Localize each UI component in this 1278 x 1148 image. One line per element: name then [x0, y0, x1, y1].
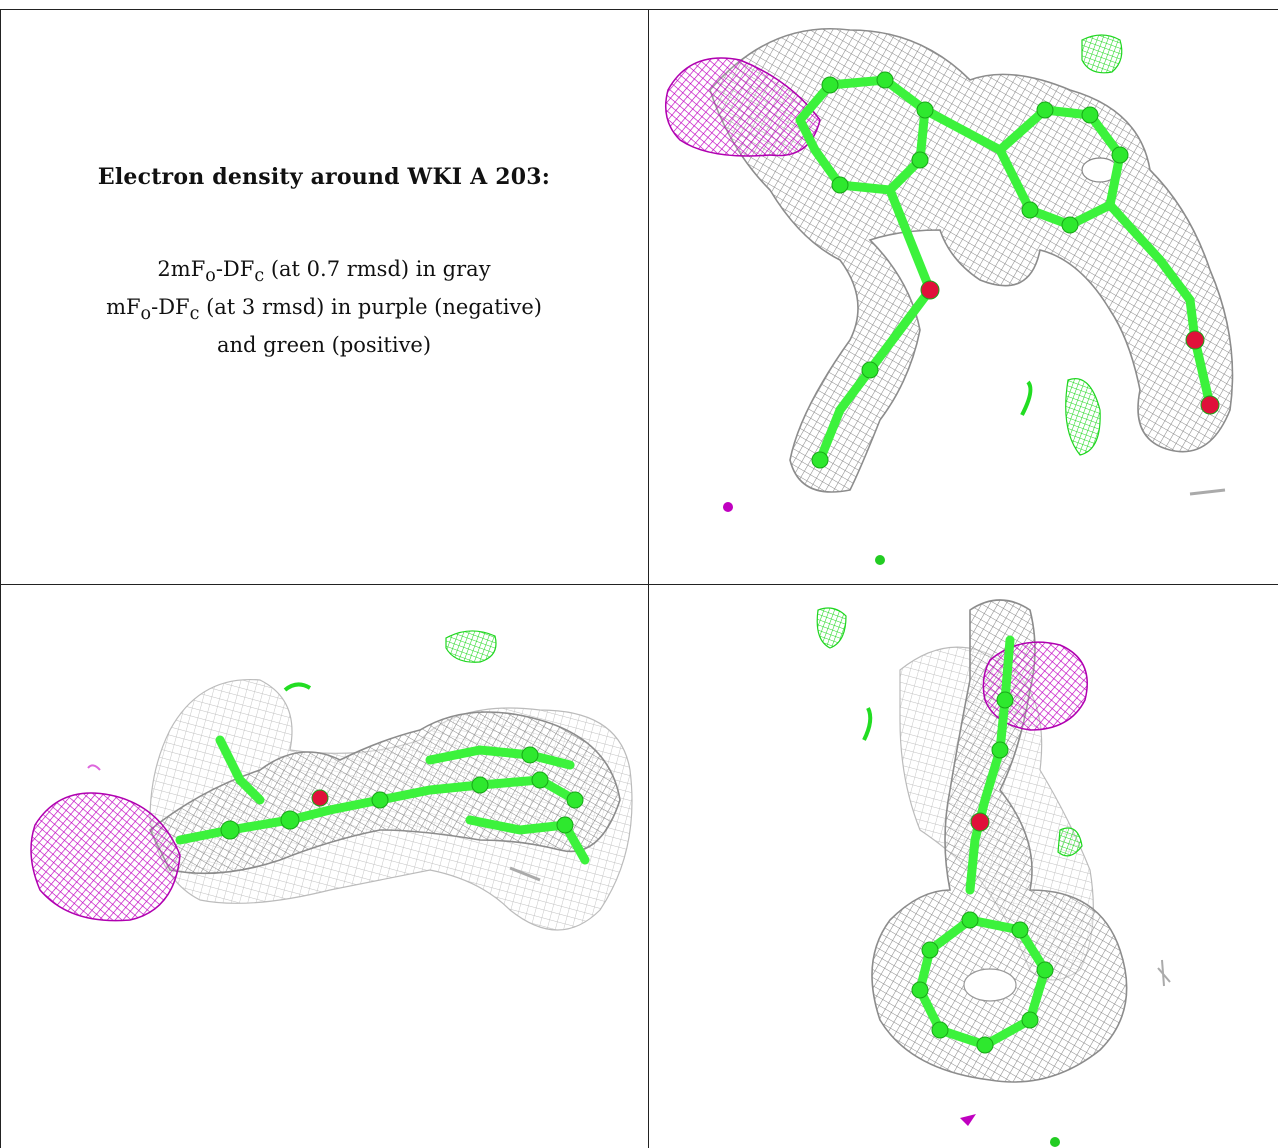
- gray-density-fragment: [1157, 959, 1171, 987]
- positive-density-speck: [1050, 1137, 1060, 1147]
- ligand-model: [795, 71, 1220, 469]
- positive-density-fragment: [1020, 380, 1033, 416]
- legend-2fofc: 2mFo-DFc (at 0.7 rmsd) in gray: [157, 257, 491, 287]
- table-divider-horizontal: [0, 584, 1278, 585]
- gray-density-fragment: [509, 866, 541, 882]
- negative-density-speck: [960, 1114, 976, 1126]
- positive-density-fragment: [862, 707, 873, 741]
- density-panel-top-view: [650, 10, 1278, 580]
- legend-fofc-positive: and green (positive): [216, 333, 432, 358]
- ligand-model: [175, 735, 590, 865]
- figure-title: Electron density around WKI A 203:: [97, 164, 551, 190]
- positive-density-blob: [1081, 34, 1123, 74]
- caption-cell: Electron density around WKI A 203: 2mFo-…: [0, 0, 648, 580]
- density-panel-end-view: [650, 590, 1278, 1148]
- density-render-top: [665, 28, 1234, 565]
- gray-density-fragment: [1189, 488, 1226, 496]
- legend-fofc: mFo-DFc (at 3 rmsd) in purple (negative): [106, 295, 542, 325]
- map-legend: 2mFo-DFc (at 0.7 rmsd) in gray mFo-DFc (…: [106, 254, 542, 361]
- ring-hole: [963, 968, 1017, 1002]
- negative-density-blob: [30, 792, 181, 922]
- density-render-end: [816, 599, 1171, 1147]
- density-panel-side-view: [0, 590, 648, 1148]
- positive-density-fragment: [283, 682, 312, 692]
- table-border-left: [0, 9, 1, 1148]
- positive-density-blob: [816, 607, 847, 649]
- 2fofc-mesh: [709, 28, 1234, 493]
- negative-density-fragment: [87, 764, 101, 771]
- positive-density-speck: [875, 555, 885, 565]
- negative-density-speck: [723, 502, 733, 512]
- positive-density-blob: [1057, 827, 1083, 857]
- ligand-model: [911, 635, 1054, 1054]
- density-render-side: [30, 630, 633, 931]
- positive-density-blob: [1065, 378, 1101, 456]
- table-border-top: [0, 9, 1278, 10]
- positive-density-blob: [445, 630, 497, 663]
- table-divider-vertical: [648, 9, 649, 1148]
